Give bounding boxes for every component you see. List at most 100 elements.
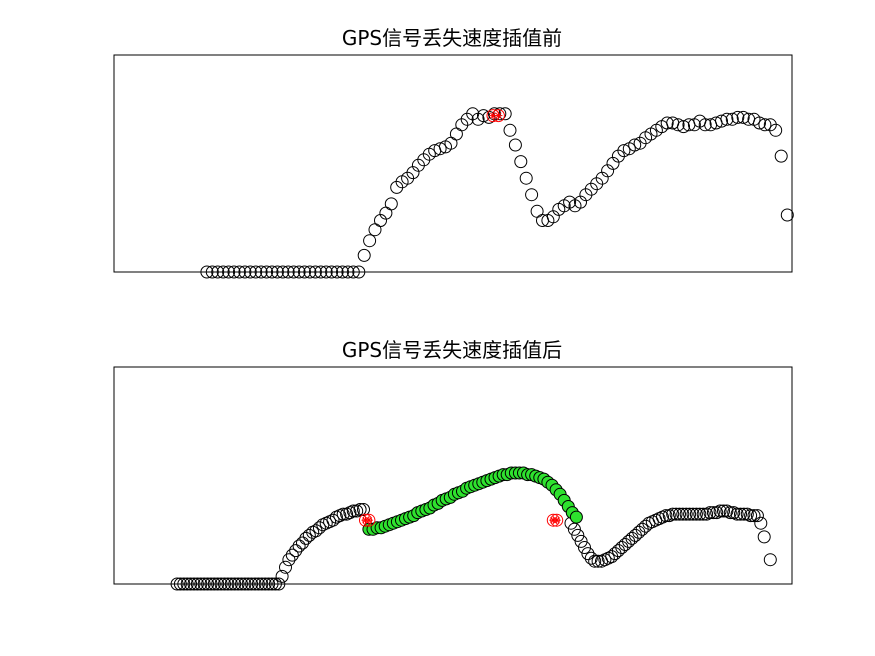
- data-point: [190, 577, 204, 591]
- data-point: [330, 265, 344, 279]
- data-point: [683, 507, 697, 521]
- data-point: [617, 144, 631, 158]
- data-point: [669, 507, 683, 521]
- data-point: [357, 248, 371, 262]
- data-point: [173, 577, 187, 591]
- data-point: [289, 544, 303, 558]
- data-point: [698, 118, 712, 132]
- data-point: [265, 265, 279, 279]
- data-point: [734, 507, 747, 521]
- data-point: [736, 110, 750, 124]
- data-point: [696, 507, 710, 521]
- data-point: [747, 509, 761, 523]
- data-point: [574, 534, 588, 548]
- data-point: [270, 265, 284, 279]
- data-point: [170, 577, 184, 591]
- plot-frame-before: [113, 54, 793, 273]
- data-point: [287, 265, 301, 279]
- data-point: [763, 553, 777, 567]
- data-point: [567, 522, 581, 536]
- data-point: [282, 553, 296, 567]
- gap-marker: [491, 109, 505, 123]
- data-point: [200, 265, 214, 279]
- data-point: [221, 577, 235, 591]
- data-point: [725, 112, 739, 126]
- data-point: [249, 265, 263, 279]
- data-point: [258, 577, 272, 591]
- chart-panel-after: GPS信号丢失速度插值后: [113, 338, 793, 591]
- data-point: [525, 188, 539, 202]
- data-point: [357, 503, 370, 516]
- data-point: [308, 265, 322, 279]
- data-point: [302, 528, 316, 542]
- data-point: [207, 577, 221, 591]
- data-point: [780, 208, 794, 222]
- gap-marker: [362, 513, 376, 527]
- data-point: [241, 577, 255, 591]
- data-point: [571, 528, 585, 542]
- data-point: [363, 234, 377, 248]
- data-point: [757, 530, 771, 544]
- data-point: [184, 577, 198, 591]
- data-point: [750, 509, 764, 523]
- data-point: [222, 265, 236, 279]
- data-point: [346, 504, 360, 518]
- data-point: [639, 519, 653, 533]
- data-point: [205, 265, 219, 279]
- data-point: [715, 114, 728, 128]
- data-point: [723, 506, 737, 520]
- data-point: [248, 577, 262, 591]
- data-point: [275, 569, 289, 583]
- data-point: [292, 539, 306, 553]
- data-point: [231, 577, 245, 591]
- data-point: [628, 138, 642, 152]
- data-point: [503, 123, 517, 137]
- data-point: [769, 123, 783, 137]
- data-point: [493, 107, 507, 121]
- data-point: [508, 138, 522, 152]
- data-point: [693, 507, 707, 521]
- data-point: [514, 155, 528, 169]
- data-point: [255, 577, 269, 591]
- data-point: [254, 265, 268, 279]
- data-point: [214, 577, 228, 591]
- data-point: [588, 554, 602, 568]
- data-point: [326, 513, 340, 527]
- data-point: [703, 506, 717, 520]
- data-points-after: [170, 466, 777, 591]
- chart-title-before: GPS信号丢失速度插值前: [342, 26, 562, 50]
- data-point: [177, 577, 191, 591]
- data-point: [673, 507, 686, 521]
- data-point: [754, 516, 768, 530]
- data-point: [260, 265, 274, 279]
- data-point: [341, 265, 355, 279]
- data-point: [227, 265, 241, 279]
- plot-frame-after: [113, 366, 793, 585]
- chart-panel-before: GPS信号丢失速度插值前: [113, 26, 794, 279]
- data-point: [671, 118, 685, 132]
- data-point: [228, 577, 242, 591]
- data-point: [238, 265, 252, 279]
- data-point: [717, 504, 730, 518]
- data-point: [216, 265, 230, 279]
- data-point: [204, 577, 218, 591]
- data-point: [303, 265, 317, 279]
- data-point: [584, 551, 598, 565]
- data-point: [753, 116, 766, 130]
- data-point: [666, 507, 680, 521]
- data-point: [581, 547, 595, 561]
- data-point: [737, 507, 751, 521]
- data-point: [689, 507, 703, 521]
- data-point: [268, 577, 282, 591]
- data-point: [679, 507, 693, 521]
- data-points-before: [200, 107, 794, 279]
- gap-marker: [550, 513, 564, 527]
- data-point: [519, 171, 533, 185]
- data-point: [281, 265, 295, 279]
- data-point: [224, 577, 238, 591]
- data-point: [706, 506, 720, 520]
- data-point: [265, 577, 279, 591]
- data-point: [744, 509, 758, 523]
- data-point: [433, 142, 447, 156]
